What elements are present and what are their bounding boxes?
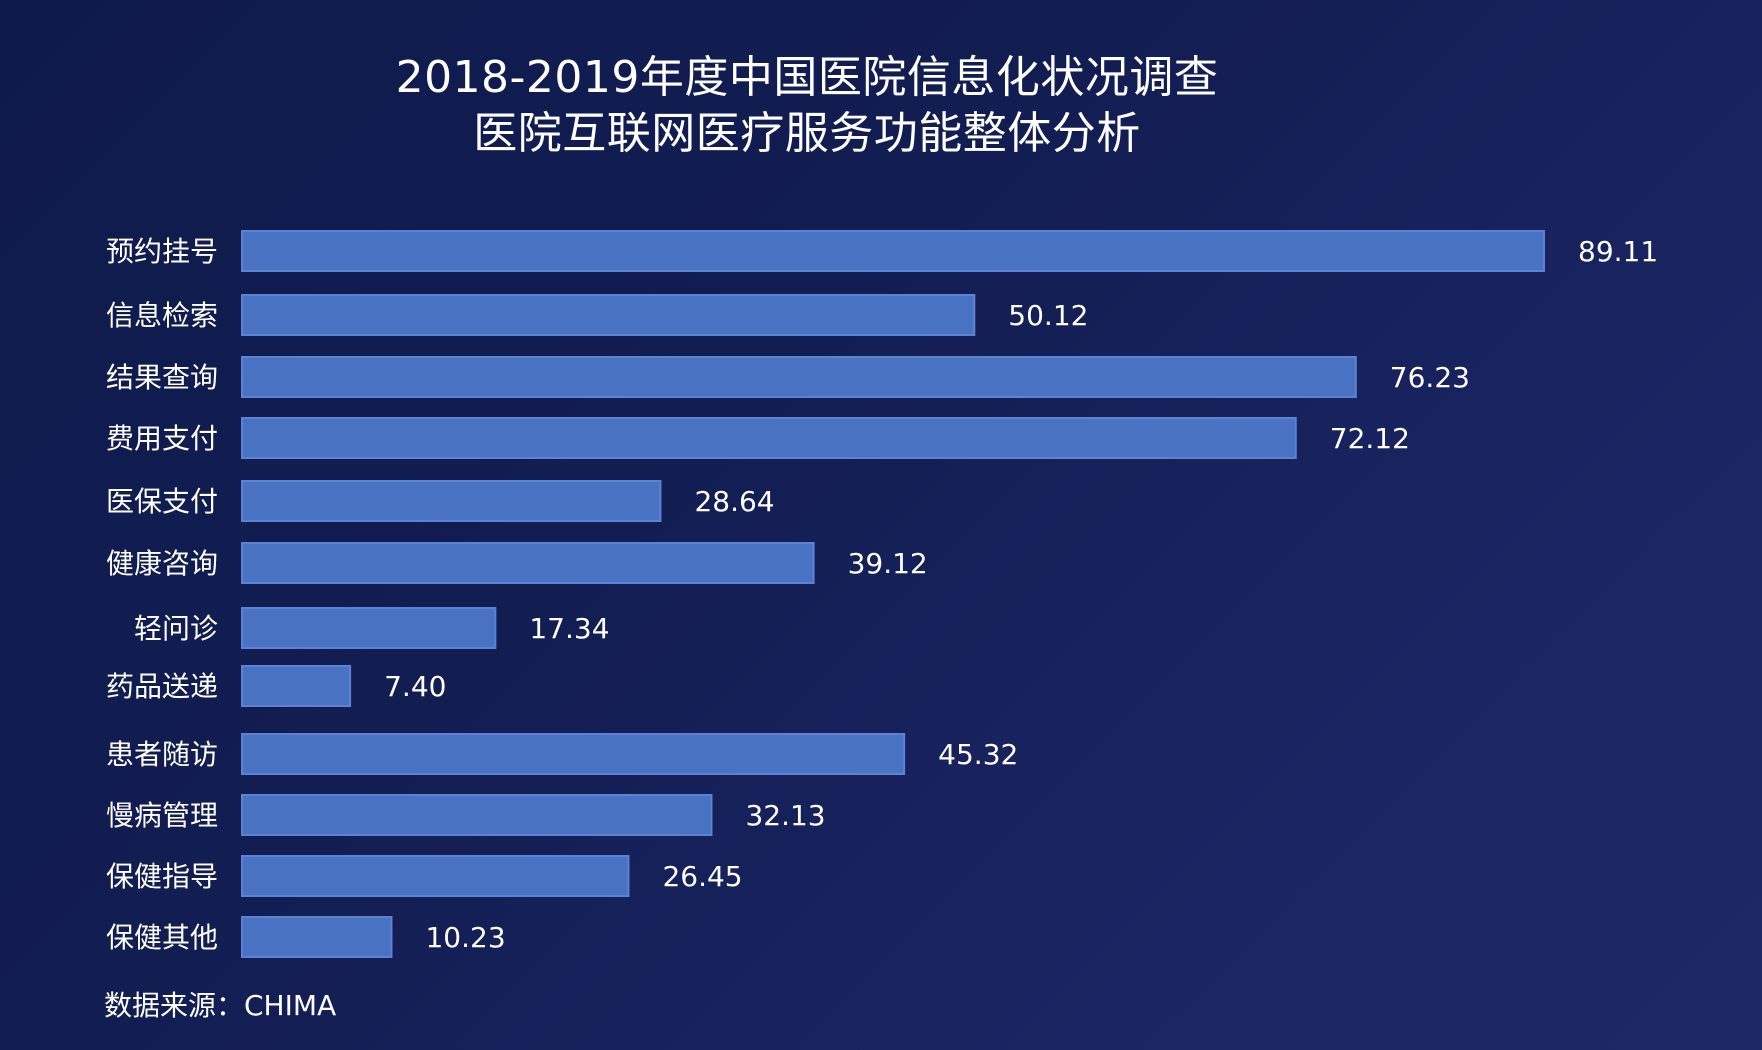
value-label: 45.32 [938,738,1018,771]
bar [241,542,815,584]
bar [241,794,713,836]
value-label: 7.40 [384,670,446,703]
bar [241,733,906,775]
category-label: 保健其他 [106,921,218,954]
chart-title: 2018-2019年度中国医院信息化状况调查 [395,52,1219,103]
value-label: 26.45 [662,860,742,893]
value-label: 32.13 [745,799,825,832]
category-label: 费用支付 [106,422,218,455]
category-label: 结果查询 [106,361,218,394]
bar [241,607,497,649]
data-source-note: 数据来源：CHIMA [104,989,337,1022]
value-label: 72.12 [1330,422,1410,455]
category-label: 保健指导 [106,860,218,893]
bar [241,665,352,707]
value-label: 89.11 [1578,235,1658,268]
bar [241,356,1357,398]
category-label: 医保支付 [106,485,218,518]
category-label: 慢病管理 [106,799,218,832]
bar [241,480,662,522]
bar [241,230,1545,272]
category-label: 轻问诊 [134,612,218,645]
value-label: 39.12 [848,547,928,580]
value-label: 50.12 [1008,299,1088,332]
value-label: 28.64 [694,485,774,518]
value-label: 76.23 [1390,361,1470,394]
category-label: 药品送递 [106,670,218,703]
category-label: 健康咨询 [106,547,218,580]
chart-subtitle: 医院互联网医疗服务功能整体分析 [473,108,1141,159]
bar [241,855,630,897]
bar [241,916,393,958]
category-label: 患者随访 [106,738,218,771]
value-label: 10.23 [425,921,505,954]
bar [241,294,976,336]
bar [241,417,1297,459]
category-label: 信息检索 [106,299,218,332]
value-label: 17.34 [529,612,609,645]
category-label: 预约挂号 [106,235,218,268]
